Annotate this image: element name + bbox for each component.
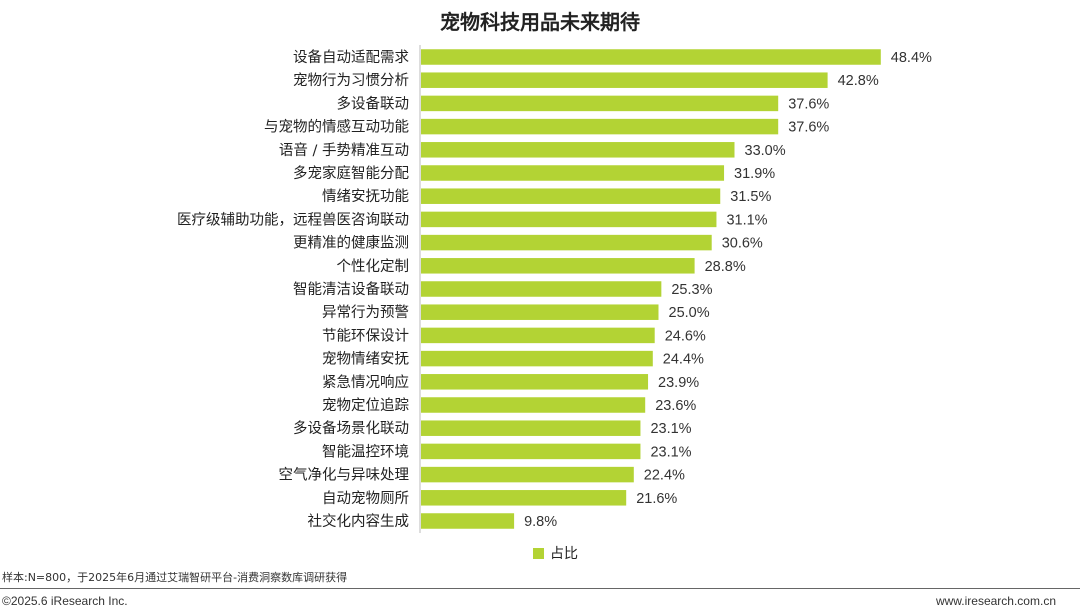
value-label: 21.6% xyxy=(636,491,677,507)
category-label: 多宠家庭智能分配 xyxy=(293,165,409,182)
bar xyxy=(421,165,725,181)
category-label: 语音 / 手势精准互动 xyxy=(279,142,409,159)
bar xyxy=(421,95,779,112)
bar xyxy=(421,72,828,88)
value-label: 28.8% xyxy=(705,259,746,275)
category-label: 节能环保设计 xyxy=(322,327,409,344)
footer-divider xyxy=(0,588,1080,589)
value-label: 23.1% xyxy=(650,444,691,460)
value-label: 22.4% xyxy=(644,468,685,484)
category-label: 空气净化与异味处理 xyxy=(279,467,410,484)
bar xyxy=(421,188,721,204)
category-label: 宠物定位追踪 xyxy=(322,397,409,414)
category-label: 智能温控环境 xyxy=(322,442,409,460)
category-label: 设备自动适配需求 xyxy=(293,49,409,66)
bar-chart: 设备自动适配需求 48.4% 宠物行为习惯分析 42.8% 多设备联动 37.6% 与宠物的… xyxy=(177,45,932,533)
value-label: 23.6% xyxy=(655,398,696,414)
sample-note: 样本:N=800，于2025年6月通过艾瑞智研平台-消费洞察数库调研获得 xyxy=(2,571,348,584)
bar xyxy=(421,281,662,297)
legend-label: 占比 xyxy=(550,546,578,562)
bar xyxy=(421,490,627,506)
legend-swatch xyxy=(533,547,544,559)
category-label: 与宠物的情感互动功能 xyxy=(264,119,409,136)
category-label: 个性化定制 xyxy=(337,258,410,275)
bar xyxy=(421,350,653,367)
category-label: 宠物行为习惯分析 xyxy=(293,72,409,89)
value-label: 37.6% xyxy=(788,96,829,112)
category-label: 多设备联动 xyxy=(337,95,410,112)
bar xyxy=(421,304,659,320)
value-label: 31.9% xyxy=(734,166,775,182)
bar xyxy=(421,118,779,135)
category-label: 紧急情况响应 xyxy=(322,373,409,391)
bar xyxy=(421,142,735,158)
bar xyxy=(421,374,649,390)
value-label: 25.3% xyxy=(671,282,712,298)
category-label: 情绪安抚功能 xyxy=(322,188,409,205)
value-label: 23.1% xyxy=(650,421,691,437)
bar xyxy=(421,420,641,436)
value-label: 31.5% xyxy=(730,189,771,205)
bar xyxy=(421,327,655,344)
website-text: www.iresearch.com.cn xyxy=(935,594,1056,608)
value-label: 24.6% xyxy=(665,328,706,344)
bar xyxy=(421,234,712,251)
bar xyxy=(421,443,641,460)
category-label: 更精准的健康监测 xyxy=(293,235,409,252)
bar xyxy=(421,211,717,228)
category-label: 宠物情绪安抚 xyxy=(322,351,409,368)
value-label: 37.6% xyxy=(788,120,829,136)
value-label: 25.0% xyxy=(669,305,710,321)
value-label: 31.1% xyxy=(726,212,767,228)
category-label: 异常行为预警 xyxy=(322,304,409,321)
category-label: 智能清洁设备联动 xyxy=(293,281,409,298)
category-label: 社交化内容生成 xyxy=(308,512,410,530)
bar xyxy=(421,513,515,529)
copyright-text: ©2025.6 iResearch Inc. xyxy=(2,594,128,608)
value-label: 23.9% xyxy=(658,375,699,391)
category-label: 多设备场景化联动 xyxy=(293,420,409,437)
value-label: 9.8% xyxy=(524,514,557,530)
bar xyxy=(421,49,881,65)
bar xyxy=(421,397,646,413)
value-label: 48.4% xyxy=(891,50,932,66)
category-label: 医疗级辅助功能，远程兽医咨询联动 xyxy=(177,211,409,228)
category-label: 自动宠物厕所 xyxy=(322,490,409,507)
legend: 占比 xyxy=(533,543,578,563)
bar xyxy=(421,258,695,274)
value-label: 42.8% xyxy=(838,73,879,89)
chart-title: 宠物科技用品未来期待 xyxy=(440,10,640,34)
value-label: 24.4% xyxy=(663,352,704,368)
bar xyxy=(421,466,634,483)
value-label: 33.0% xyxy=(745,143,786,159)
value-label: 30.6% xyxy=(722,236,763,252)
